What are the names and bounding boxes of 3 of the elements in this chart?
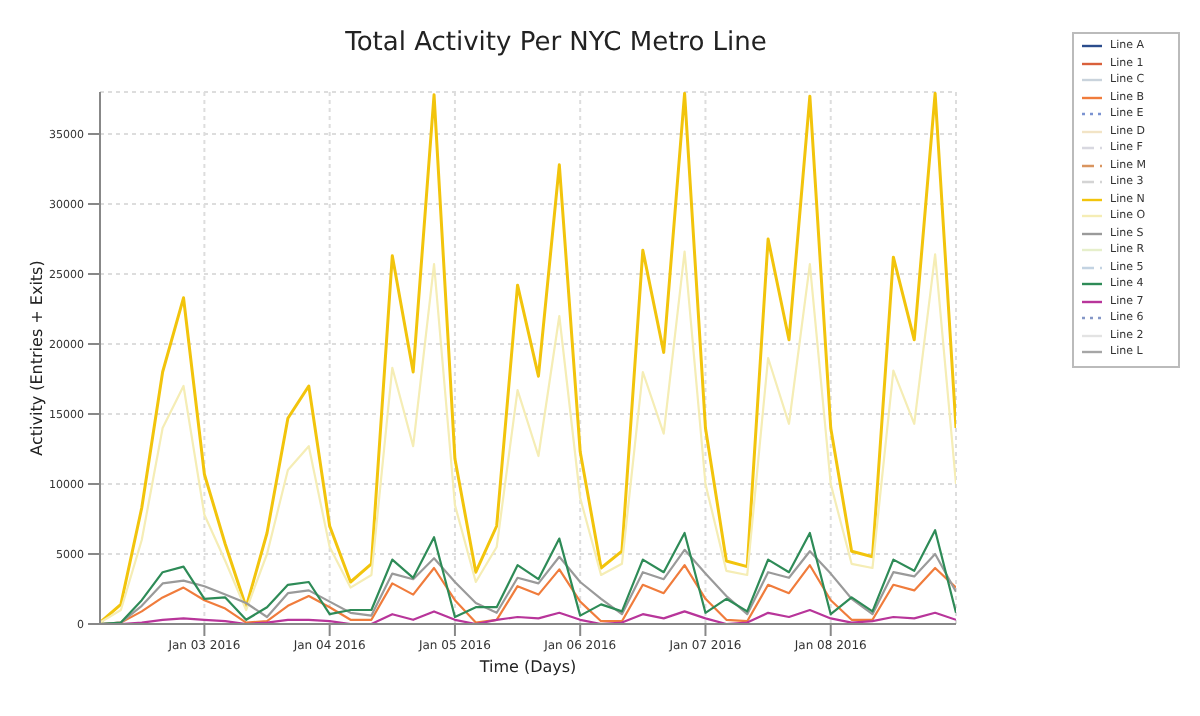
chart-title: Total Activity Per NYC Metro Line <box>343 28 769 58</box>
y-axis-title: Activity (Entries + Exits) <box>27 260 46 456</box>
x-axis-title: Time (Days) <box>477 658 577 676</box>
